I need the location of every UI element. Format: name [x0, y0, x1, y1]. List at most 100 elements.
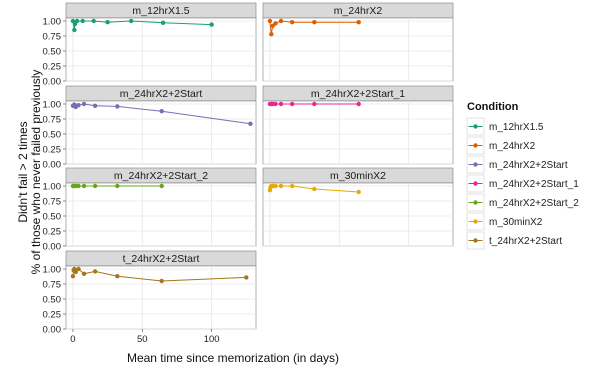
data-point: [290, 102, 294, 106]
legend-item: t_24hrX2+2Start: [467, 232, 562, 249]
legend-key-point: [473, 238, 477, 242]
y-tick-label: 0.00: [43, 76, 62, 87]
legend-key-point: [473, 143, 477, 147]
data-point: [93, 269, 97, 273]
y-axis-title: Didn't fail > 2 times % of those who nev…: [16, 70, 43, 275]
data-point: [76, 103, 80, 107]
y-axis-title-line-1: Didn't fail > 2 times: [16, 121, 30, 222]
legend-label: m_30minX2: [489, 217, 543, 228]
y-tick-label: 0.50: [43, 211, 62, 222]
x-tick-label: 100: [204, 334, 220, 345]
data-point: [93, 184, 97, 188]
legend-item: m_24hrX2+2Start: [467, 156, 568, 173]
facet-plot-area: [66, 183, 256, 246]
data-point: [159, 109, 163, 113]
legend-key-point: [473, 124, 477, 128]
facet-strip-label: m_12hrX1.5: [132, 5, 189, 17]
y-tick-label: 1.00: [43, 264, 62, 275]
y-tick-label: 0.25: [43, 61, 62, 72]
y-tick-label: 0.75: [43, 279, 62, 290]
facet-panel: m_24hrX2+2Start_1: [263, 86, 453, 164]
legend-title: Condition: [467, 101, 519, 113]
facet-panel: m_12hrX1.5 0.00 0.25 0.50 0.75 1.00: [43, 3, 257, 87]
data-point: [82, 102, 86, 106]
legend-key-point: [473, 162, 477, 166]
data-point: [93, 104, 97, 108]
data-point: [269, 32, 273, 36]
y-tick-label: 0.00: [43, 324, 62, 335]
legend-label: m_24hrX2: [489, 141, 536, 152]
data-point: [273, 184, 277, 188]
data-point: [290, 184, 294, 188]
legend: Condition m_12hrX1.5 m_24hrX2 m_24hrX2+2St…: [467, 101, 579, 249]
y-tick-label: 1.00: [43, 181, 62, 192]
facet-plot-area: [263, 101, 453, 164]
facet-strip-label: t_24hrX2+2Start: [123, 253, 200, 265]
y-tick-label: 0.75: [43, 196, 62, 207]
data-point: [312, 102, 316, 106]
x-tick-label: 0: [70, 334, 75, 345]
data-point: [82, 184, 86, 188]
facet-strip-label: m_24hrX2: [334, 5, 383, 17]
facet-strip-label: m_30minX2: [330, 170, 386, 182]
y-tick-label: 0.50: [43, 129, 62, 140]
data-point: [268, 19, 272, 23]
data-point: [273, 21, 277, 25]
y-tick-label: 0.25: [43, 144, 62, 155]
data-point: [290, 20, 294, 24]
facet-plot-area: [66, 266, 256, 329]
data-point: [159, 184, 163, 188]
legend-item: m_30minX2: [467, 213, 543, 230]
data-point: [312, 187, 316, 191]
facet-plot-area: [66, 18, 256, 81]
data-point: [76, 184, 80, 188]
facet-panel: m_24hrX2+2Start_2 0.00 0.25 0.50 0.75 1.00: [43, 168, 257, 252]
legend-key-point: [473, 181, 477, 185]
y-tick-label: 0.25: [43, 226, 62, 237]
y-tick-label: 0.00: [43, 241, 62, 252]
data-point: [209, 22, 213, 26]
data-point: [248, 122, 252, 126]
data-point: [244, 275, 248, 279]
legend-key-point: [473, 200, 477, 204]
y-axis-title-line-2: % of those who never failed previously: [29, 70, 43, 275]
data-point: [279, 184, 283, 188]
y-tick-label: 1.00: [43, 16, 62, 27]
facet-panel: m_24hrX2+2Start 0.00 0.25 0.50 0.75 1.00: [43, 86, 257, 170]
y-tick-label: 1.00: [43, 99, 62, 110]
data-point: [129, 19, 133, 23]
data-point: [71, 274, 75, 278]
data-point: [356, 102, 360, 106]
y-tick-label: 0.75: [43, 31, 62, 42]
legend-label: m_24hrX2+2Start: [489, 160, 568, 171]
legend-key-point: [473, 219, 477, 223]
y-tick-label: 0.50: [43, 46, 62, 57]
legend-label: m_24hrX2+2Start_2: [489, 198, 579, 209]
facet-plot-area: [263, 18, 453, 81]
facet-strip-label: m_24hrX2+2Start: [120, 88, 203, 100]
x-tick-label: 50: [137, 334, 148, 345]
data-point: [72, 28, 76, 32]
data-point: [80, 19, 84, 23]
facet-panel: t_24hrX2+2Start 0.00 0.25 0.50 0.75 1.00: [43, 251, 257, 335]
legend-item: m_24hrX2+2Start_2: [467, 194, 579, 211]
y-tick-label: 0.50: [43, 294, 62, 305]
data-point: [161, 21, 165, 25]
legend-item: m_12hrX1.5: [467, 118, 544, 135]
facet-panel: m_24hrX2: [263, 3, 453, 81]
data-point: [82, 272, 86, 276]
legend-label: t_24hrX2+2Start: [489, 236, 562, 247]
data-point: [159, 279, 163, 283]
x-axis-title: Mean time since memorization (in days): [127, 351, 339, 365]
data-point: [279, 102, 283, 106]
data-point: [279, 19, 283, 23]
legend-label: m_24hrX2+2Start_1: [489, 179, 579, 190]
data-point: [356, 190, 360, 194]
facet-strip-label: m_24hrX2+2Start_2: [114, 170, 208, 182]
data-point: [75, 19, 79, 23]
data-point: [115, 104, 119, 108]
data-point: [312, 20, 316, 24]
y-tick-label: 0.25: [43, 309, 62, 320]
legend-item: m_24hrX2: [467, 137, 536, 154]
